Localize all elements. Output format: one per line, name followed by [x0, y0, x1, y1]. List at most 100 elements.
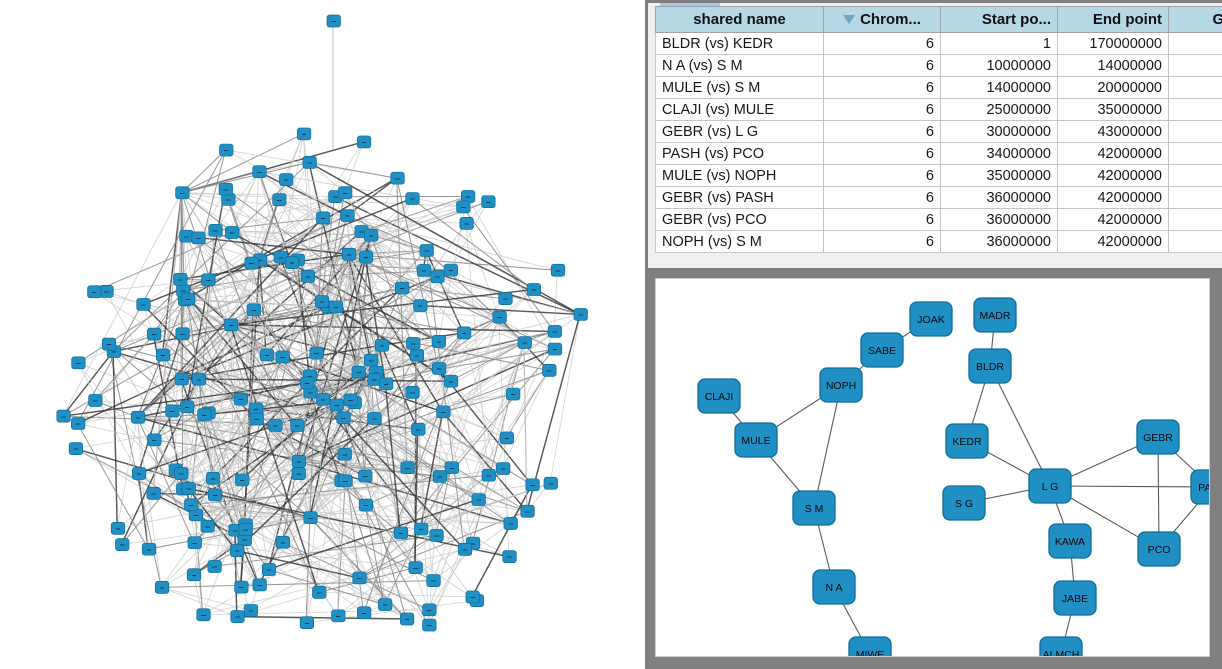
graph-node[interactable]: •••• [197, 408, 212, 422]
graph-edge[interactable] [370, 234, 464, 334]
graph-node[interactable]: •••• [175, 186, 190, 200]
graph-node[interactable]: •••• [238, 523, 253, 536]
graph-node[interactable]: •••• [291, 467, 306, 480]
graph-node[interactable]: •••• [356, 135, 372, 149]
graph-node[interactable]: •••• [131, 467, 147, 480]
graph-edge[interactable] [239, 398, 511, 524]
graph-edge[interactable] [236, 549, 359, 579]
graph-node[interactable]: •••• [218, 182, 233, 196]
graph-edge[interactable] [225, 149, 505, 299]
graph-node[interactable]: •••• [181, 292, 196, 306]
graph-edge[interactable] [463, 370, 549, 550]
table-row[interactable]: N A (vs) S M610000000140000006.6 [655, 54, 1222, 77]
graph-node-noph[interactable]: NOPH [819, 367, 863, 403]
graph-edge[interactable] [181, 196, 468, 335]
graph-edge[interactable] [419, 304, 581, 316]
graph-edge[interactable] [255, 417, 343, 420]
graph-edge[interactable] [318, 567, 416, 593]
graph-edge[interactable] [308, 306, 336, 377]
graph-node[interactable]: •••• [174, 372, 189, 386]
graph-edge[interactable] [202, 549, 465, 616]
graph-edge[interactable] [268, 498, 479, 571]
graph-edge[interactable] [190, 404, 337, 506]
graph-node[interactable]: •••• [165, 404, 180, 418]
graph-edge[interactable] [230, 324, 360, 579]
graph-node[interactable]: •••• [272, 193, 287, 207]
graph-node[interactable]: •••• [275, 535, 290, 549]
graph-edge[interactable] [258, 171, 281, 258]
graph-node[interactable]: •••• [300, 270, 316, 283]
graph-edge[interactable] [258, 259, 267, 356]
graph-node[interactable]: •••• [303, 511, 318, 525]
graph-edge[interactable] [206, 461, 299, 527]
graph-edge[interactable] [187, 196, 335, 489]
graph-node-almch[interactable]: ALMCH [1039, 636, 1083, 656]
graph-node[interactable]: •••• [430, 270, 445, 283]
column-header-shared-name[interactable]: shared name [655, 6, 824, 33]
graph-node[interactable]: •••• [367, 412, 382, 425]
graph-node[interactable]: •••• [444, 461, 459, 475]
graph-node[interactable]: •••• [457, 326, 472, 340]
graph-edge[interactable] [62, 351, 114, 417]
graph-edge[interactable] [290, 262, 418, 430]
graph-node[interactable]: •••• [186, 568, 202, 582]
graph-edge[interactable] [214, 171, 260, 231]
graph-edge[interactable] [285, 179, 525, 343]
graph-edge[interactable] [322, 342, 525, 400]
graph-node[interactable]: •••• [101, 337, 117, 351]
graph-edge[interactable] [462, 332, 511, 524]
graph-node[interactable]: •••• [457, 543, 473, 556]
graph-edge[interactable] [1157, 436, 1160, 550]
graph-node[interactable]: •••• [526, 283, 541, 296]
graph-node[interactable]: •••• [573, 308, 588, 321]
graph-edge[interactable] [206, 408, 256, 527]
graph-edge[interactable] [309, 217, 324, 518]
graph-node[interactable]: •••• [422, 603, 437, 617]
graph-edge[interactable] [337, 399, 351, 616]
graph-node[interactable]: •••• [408, 561, 423, 575]
graph-node[interactable]: •••• [180, 400, 195, 414]
table-row[interactable]: NOPH (vs) S M636000000420000009.9 [655, 230, 1222, 253]
graph-node[interactable]: •••• [358, 498, 374, 512]
graph-edge[interactable] [181, 161, 310, 194]
graph-node[interactable]: •••• [246, 303, 261, 317]
graph-edge[interactable] [181, 192, 349, 255]
graph-node[interactable]: •••• [436, 405, 451, 419]
graph-edge[interactable] [184, 299, 421, 530]
graph-node[interactable]: •••• [252, 578, 267, 592]
graph-edge[interactable] [296, 201, 488, 261]
graph-node[interactable]: •••• [87, 285, 102, 299]
graph-edge[interactable] [230, 324, 246, 525]
graph-node[interactable]: •••• [175, 327, 190, 341]
graph-node[interactable]: •••• [225, 226, 240, 239]
graph-node[interactable]: •••• [357, 606, 372, 620]
graph-node[interactable]: •••• [200, 519, 215, 533]
graph-node[interactable]: •••• [249, 412, 264, 426]
graph-edge[interactable] [419, 411, 444, 530]
graph-node[interactable]: •••• [471, 493, 486, 506]
graph-edge[interactable] [207, 324, 231, 413]
graph-node[interactable]: •••• [542, 364, 557, 377]
graph-edge[interactable] [240, 331, 555, 400]
graph-edge[interactable] [297, 235, 372, 474]
graph-edge[interactable] [318, 332, 464, 593]
graph-edge[interactable] [348, 253, 581, 315]
graph-node[interactable]: •••• [419, 244, 434, 257]
graph-edge[interactable] [187, 487, 509, 558]
graph-node[interactable]: •••• [235, 473, 250, 487]
graph-edge[interactable] [76, 423, 149, 550]
graph-node-gebr[interactable]: GEBR [1136, 419, 1180, 455]
graph-edge[interactable] [258, 171, 365, 477]
graph-edge[interactable] [182, 375, 310, 490]
graph-edge[interactable] [370, 234, 420, 306]
graph-edge[interactable] [349, 399, 503, 469]
graph-edge[interactable] [241, 276, 438, 481]
graph-edge[interactable] [136, 417, 149, 550]
graph-edge[interactable] [401, 287, 439, 369]
graph-edge[interactable] [364, 256, 387, 384]
graph-edge[interactable] [337, 542, 473, 617]
graph-edge[interactable] [348, 253, 402, 289]
graph-edge[interactable] [358, 510, 528, 579]
graph-node[interactable]: •••• [326, 14, 341, 28]
graph-node[interactable]: •••• [290, 419, 305, 432]
